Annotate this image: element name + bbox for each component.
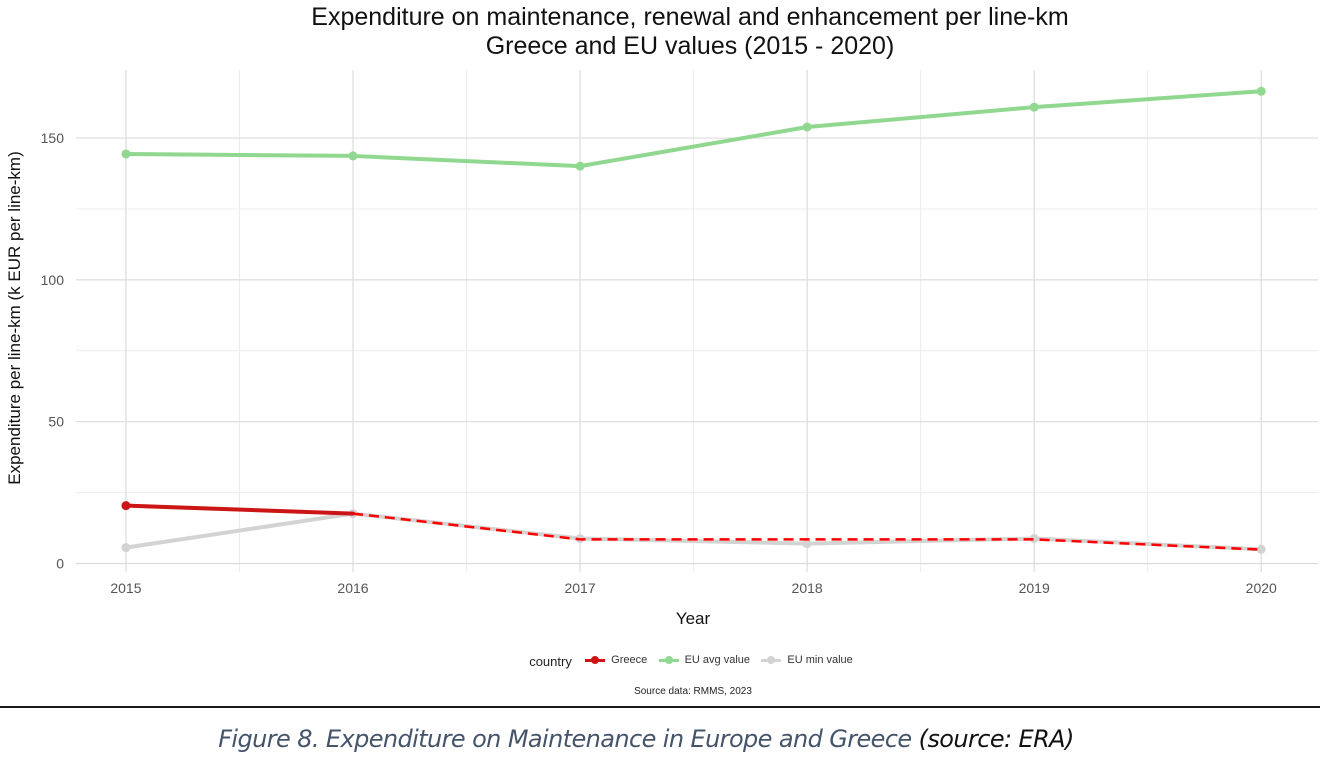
data-point-eu-min-value xyxy=(121,543,131,553)
y-tick-label: 150 xyxy=(41,130,65,146)
y-tick-label: 50 xyxy=(48,414,64,430)
data-point-eu-avg-value xyxy=(1256,86,1266,96)
series-layer xyxy=(121,86,1266,554)
legend-key-eu-avg xyxy=(658,654,679,666)
caption-text: Figure 8. Expenditure on Maintenance in … xyxy=(218,725,912,753)
x-tick-label: 2019 xyxy=(1019,580,1050,596)
data-point-eu-avg-value xyxy=(802,122,812,132)
series-line-eu-avg-value xyxy=(123,89,1264,169)
x-axis-label: Year xyxy=(676,609,711,628)
data-point-eu-min-value xyxy=(1256,544,1266,554)
x-tick-label: 2017 xyxy=(564,580,595,596)
legend-item-eu-avg: EU avg value xyxy=(658,654,751,666)
series-greece xyxy=(121,501,1262,551)
minor-gridlines xyxy=(76,70,1318,572)
major-gridlines xyxy=(76,70,1318,572)
legend-title: country xyxy=(529,654,572,669)
y-tick-label: 0 xyxy=(56,555,64,571)
data-point-eu-avg-value xyxy=(348,151,358,161)
chart-title: Expenditure on maintenance, renewal and … xyxy=(311,3,1069,31)
legend-label-eu-min: EU min value xyxy=(787,654,853,666)
data-point-eu-avg-value xyxy=(1029,102,1039,112)
x-tick-label: 2018 xyxy=(792,580,823,596)
legend-item-greece: Greece xyxy=(585,654,647,666)
caption-source: (source: ERA) xyxy=(911,725,1075,753)
x-tick-label: 2020 xyxy=(1246,580,1277,596)
legend-item-eu-min: EU min value xyxy=(761,654,853,666)
series-line-dashed-greece xyxy=(352,512,1262,551)
divider xyxy=(0,706,1320,708)
y-axis-label: Expenditure per line-km (k EUR per line-… xyxy=(5,151,24,485)
figure-caption: Figure 8. Expenditure on Maintenance in … xyxy=(0,725,1292,753)
data-point-eu-avg-value xyxy=(121,149,131,159)
series-eu-avg-value xyxy=(121,86,1266,171)
legend: country Greece EU avg value EU min value xyxy=(0,654,1320,669)
data-point-greece xyxy=(121,501,131,511)
legend-key-greece xyxy=(585,654,606,666)
plot-svg: 2015 2016 2017 2018 2019 2020 0 50 100 150 Year E… xyxy=(5,70,1318,628)
axis-tick-labels: 2015 2016 2017 2018 2019 2020 0 50 100 150 xyxy=(41,130,1277,596)
legend-key-eu-min xyxy=(761,654,782,666)
legend-label-greece: Greece xyxy=(611,654,648,666)
series-line-greece xyxy=(123,503,356,516)
data-point-eu-avg-value xyxy=(575,161,585,171)
chart-subtitle: Greece and EU values (2015 - 2020) xyxy=(485,32,895,60)
x-tick-label: 2016 xyxy=(337,580,368,596)
data-point-eu-min-value xyxy=(1029,534,1039,544)
source-note: Source data: RMMS, 2023 xyxy=(634,686,752,697)
legend-label-eu-avg: EU avg value xyxy=(684,654,751,666)
x-tick-label: 2015 xyxy=(110,580,141,596)
data-point-eu-min-value xyxy=(802,539,812,549)
y-tick-label: 100 xyxy=(41,272,65,288)
chart-area: Expenditure on maintenance, renewal and … xyxy=(0,3,1320,697)
